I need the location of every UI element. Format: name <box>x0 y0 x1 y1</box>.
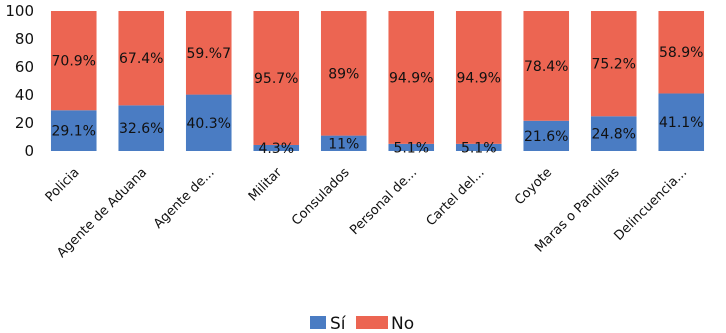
data-label-si-agente-de: 40.3% <box>187 116 231 132</box>
x-tick-label: Militar <box>246 165 286 205</box>
data-label-no-maras-o-pandillas: 75.2% <box>592 57 636 73</box>
bar-no-personal-de <box>388 11 435 144</box>
data-label-si-personal-de: 5.1% <box>393 140 429 156</box>
legend-swatch-si <box>310 316 326 329</box>
y-tick-label: 80 <box>15 30 34 48</box>
x-tick-label: Cartel del... <box>424 165 488 229</box>
bar-si-cartel-del <box>455 143 502 151</box>
x-tick-label: Personal de... <box>347 165 420 238</box>
data-label-si-delincuencia: 41.1% <box>659 115 703 131</box>
x-tick-label: Agente de... <box>151 165 218 232</box>
data-label-si-agente-de-aduana: 32.6% <box>119 121 163 137</box>
data-label-no-cartel-del: 94.9% <box>457 70 501 86</box>
legend-swatch-no <box>356 316 388 329</box>
data-label-no-policia: 70.9% <box>52 54 96 70</box>
bar-no-militar <box>253 11 300 145</box>
x-tick-label: Delincuencia... <box>611 165 690 244</box>
data-label-si-cartel-del: 5.1% <box>461 140 497 156</box>
bar-no-cartel-del <box>455 11 502 144</box>
y-tick-label: 40 <box>15 86 34 104</box>
data-label-si-militar: 4.3% <box>258 141 294 157</box>
bar-si-consulados <box>320 135 367 151</box>
data-label-si-consulados: 11% <box>328 136 359 152</box>
bar-no-coyote <box>523 11 570 121</box>
data-label-no-personal-de: 94.9% <box>389 70 433 86</box>
data-label-no-militar: 95.7% <box>254 71 298 87</box>
bars-group <box>50 11 705 151</box>
bar-no-maras-o-pandillas <box>590 11 637 117</box>
bar-no-consulados <box>320 11 367 136</box>
bar-si-coyote <box>523 120 570 151</box>
x-tick-label: Policia <box>43 165 83 205</box>
data-label-si-policia: 29.1% <box>52 124 96 140</box>
bar-no-agente-de-aduana <box>118 11 165 106</box>
data-label-no-agente-de-aduana: 67.4% <box>119 51 163 67</box>
y-tick-label: 60 <box>15 58 34 76</box>
legend-label-si: Sí <box>330 314 347 333</box>
bar-si-personal-de <box>388 143 435 151</box>
bar-si-militar <box>253 144 300 151</box>
data-label-no-delincuencia: 58.9% <box>659 45 703 61</box>
y-tick-label: 20 <box>15 114 34 132</box>
bar-si-agente-de-aduana <box>118 105 165 151</box>
legend-label-no: No <box>391 314 414 333</box>
y-tick-label: 100 <box>5 2 34 20</box>
bar-si-maras-o-pandillas <box>590 116 637 151</box>
x-tick-label: Consulados <box>289 165 353 229</box>
data-label-si-maras-o-pandillas: 24.8% <box>592 127 636 143</box>
data-label-no-consulados: 89% <box>328 66 359 82</box>
legend: Sí No <box>310 314 414 333</box>
bar-no-delincuencia <box>658 11 705 94</box>
data-label-no-agente-de: 59.%7 <box>187 46 231 62</box>
bar-no-policia <box>50 11 97 111</box>
data-labels-group: 29.1% 70.9% 32.6% 67.4% 40.3% 59.%7 4.3% 95.7% 1… <box>52 45 704 157</box>
y-tick-label: 0 <box>24 142 34 160</box>
bar-si-delincuencia <box>658 93 705 151</box>
data-label-no-coyote: 78.4% <box>524 59 568 75</box>
y-axis: 0 20 40 60 80 100 <box>5 2 34 160</box>
x-tick-label: Coyote <box>512 165 555 208</box>
bar-si-policia <box>50 110 97 151</box>
data-label-si-coyote: 21.6% <box>524 129 568 145</box>
bar-si-agente-de <box>185 94 232 151</box>
bar-no-agente-de <box>185 11 232 95</box>
